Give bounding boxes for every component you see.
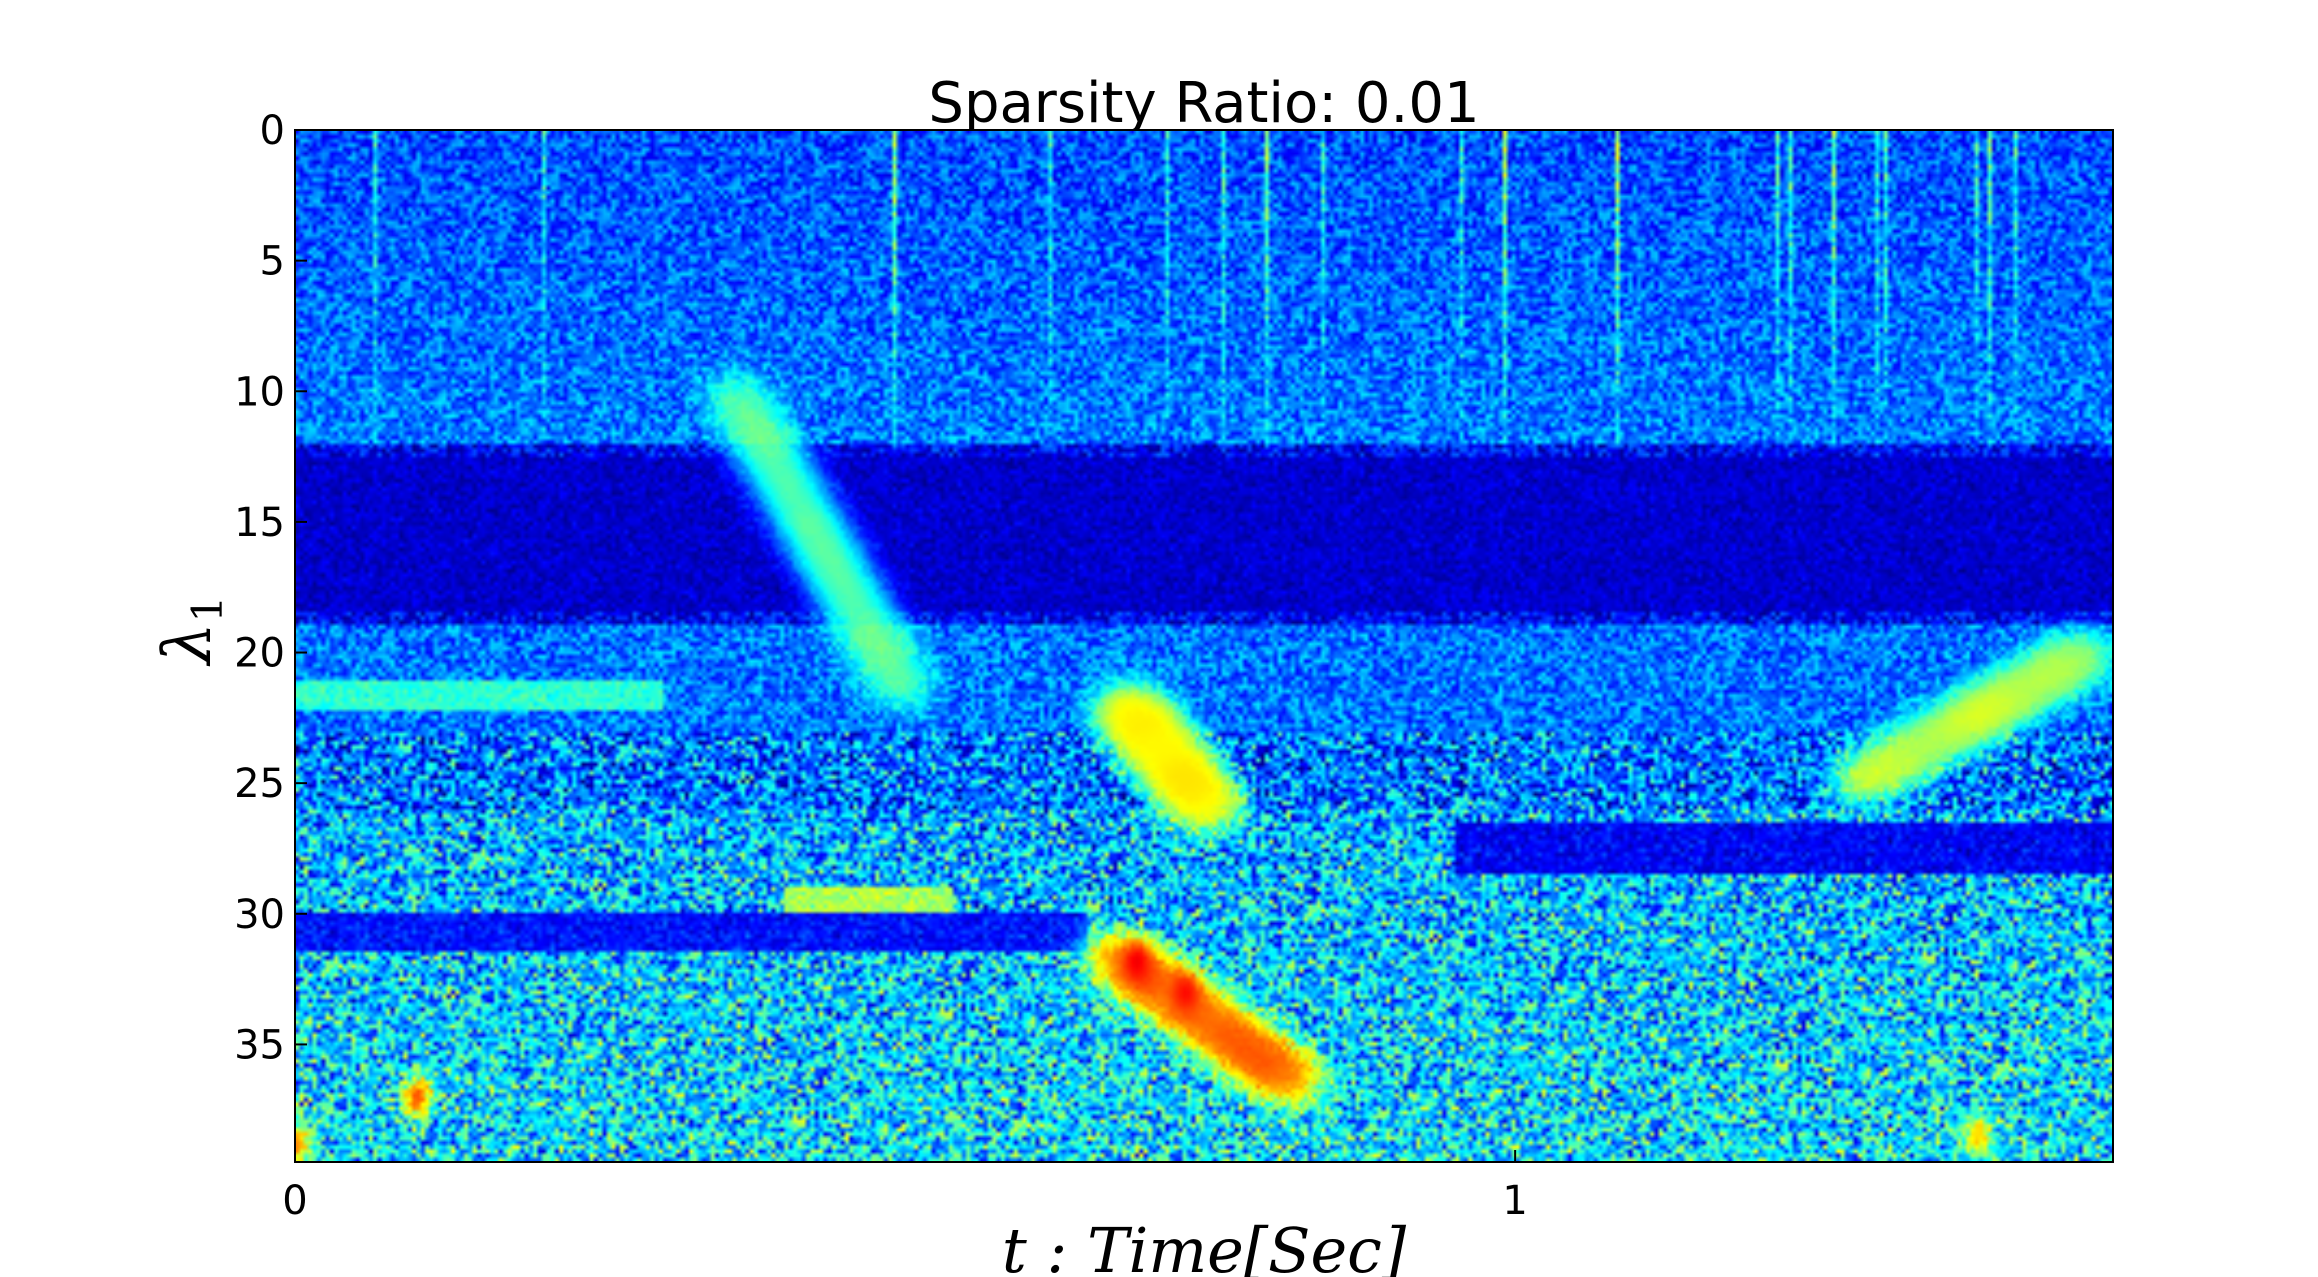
- y-axis-symbol: λ: [149, 622, 226, 667]
- x-tick-label: 0: [282, 1178, 307, 1224]
- y-tick-label: 30: [234, 892, 285, 938]
- y-tick-label: 25: [234, 761, 285, 807]
- heatmap-image: [295, 130, 2113, 1162]
- y-tick-label: 10: [234, 369, 285, 415]
- chart-title: Sparsity Ratio: 0.01: [928, 71, 1479, 136]
- y-tick-label: 15: [234, 500, 285, 546]
- y-tick-label: 0: [260, 108, 285, 154]
- y-tick-label: 20: [234, 631, 285, 677]
- y-axis-ticks: 0 5 10 15 20 25 30 35: [234, 108, 307, 1068]
- y-axis-label: λ1: [149, 596, 232, 668]
- y-axis-subscript: 1: [183, 596, 232, 623]
- y-tick-label: 5: [260, 239, 285, 285]
- plot-frame: [294, 129, 2114, 1163]
- x-axis-label: t : Time[Sec]: [1002, 1214, 1407, 1277]
- plot-area: [294, 129, 2114, 1163]
- y-tick-label: 35: [234, 1022, 285, 1068]
- x-tick-label: 1: [1502, 1178, 1527, 1224]
